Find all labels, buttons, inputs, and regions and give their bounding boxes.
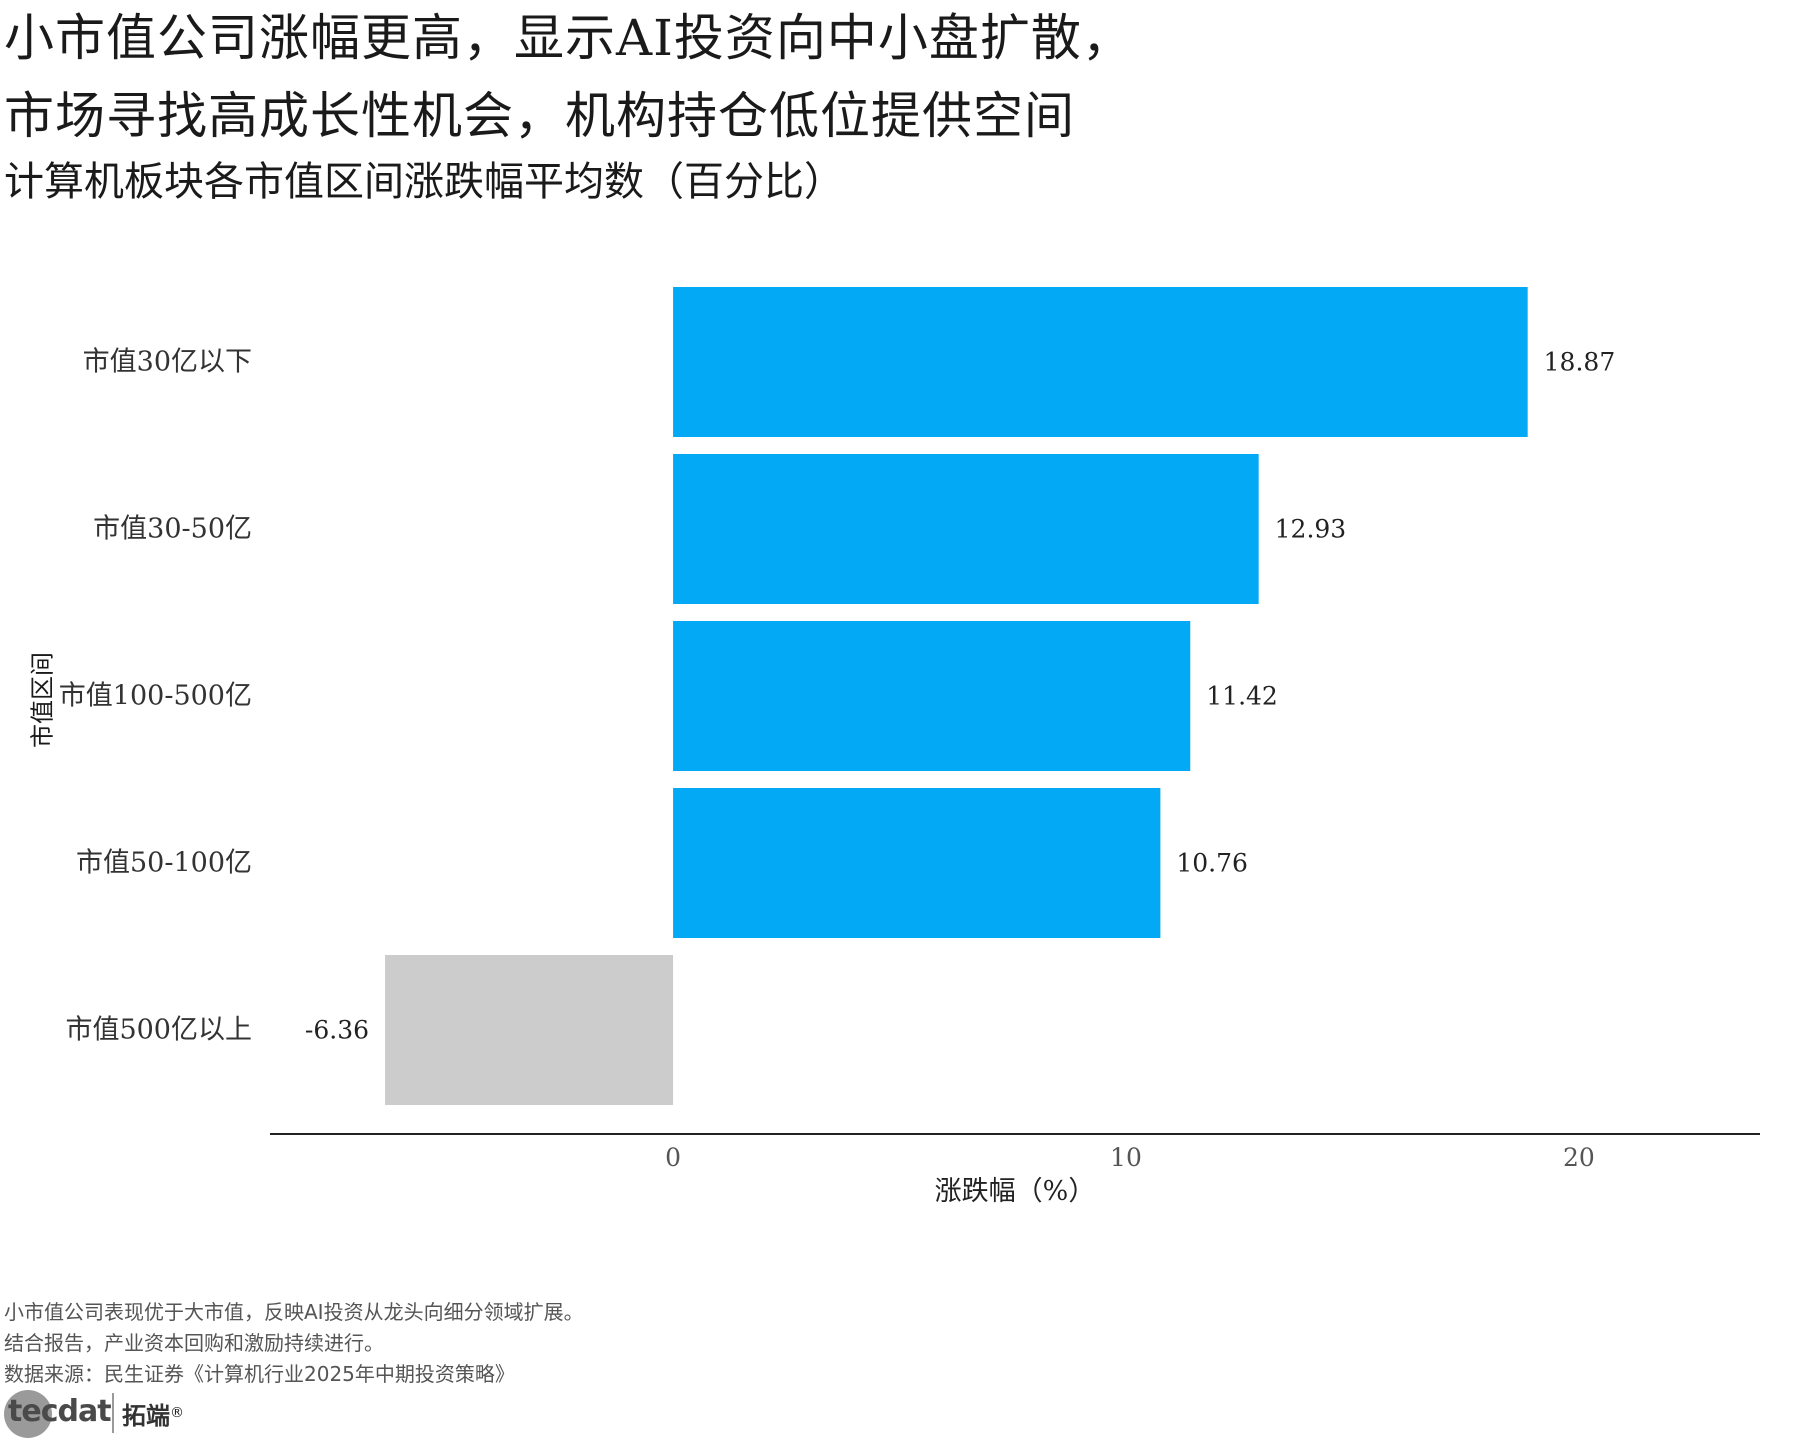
caption-line-1: 小市值公司表现优于大市值，反映AI投资从龙头向细分领域扩展。 — [4, 1300, 584, 1324]
source-note: 数据来源：民生证券《计算机行业2025年中期投资策略》 — [4, 1362, 515, 1386]
bar-5 — [385, 955, 674, 1105]
data-label-4: 10.76 — [1176, 849, 1248, 878]
category-label-2: 市值30-50亿 — [93, 514, 252, 545]
bar-3 — [673, 621, 1191, 771]
data-label-1: 18.87 — [1544, 348, 1616, 377]
bar-1 — [673, 287, 1528, 437]
logo-latin-text: tecdat — [8, 1394, 112, 1429]
y-axis-title: 市值区间 — [28, 652, 57, 748]
logo-circle-icon — [4, 1390, 52, 1438]
category-label-4: 市值50-100亿 — [76, 848, 252, 879]
category-label-3: 市值100-500亿 — [59, 681, 252, 712]
chart-subtitle: 计算机板块各市值区间涨跌幅平均数（百分比） — [4, 159, 844, 205]
x-tick-label-20: 20 — [1563, 1143, 1595, 1172]
x-tick-label-10: 10 — [1110, 1143, 1142, 1172]
chart-title-line-2: 市场寻找高成长性机会，机构持仓低位提供空间 — [4, 87, 1075, 145]
x-axis-title: 涨跌幅（%） — [935, 1176, 1096, 1207]
bar-chart: 市值30亿以下 18.87 市值30-50亿 12.93 市值100-500亿 11.42… — [59, 287, 1760, 1207]
bar-4 — [673, 788, 1161, 938]
data-label-3: 11.42 — [1206, 682, 1278, 711]
data-label-2: 12.93 — [1275, 515, 1347, 544]
caption-line-2: 结合报告，产业资本回购和激励持续进行。 — [4, 1331, 384, 1355]
category-label-1: 市值30亿以下 — [83, 347, 252, 378]
category-label-5: 市值500亿以上 — [65, 1015, 252, 1046]
bar-2 — [673, 454, 1259, 604]
logo-registered-mark: ® — [170, 1405, 184, 1421]
data-label-5: -6.36 — [305, 1016, 369, 1045]
logo-cn-text: 拓端 — [122, 1401, 170, 1430]
tecdat-logo: tecdat 拓端 ® — [4, 1388, 184, 1438]
logo-mark: tecdat — [4, 1388, 112, 1438]
x-tick-label-0: 0 — [665, 1143, 681, 1172]
logo-divider — [112, 1393, 114, 1433]
chart-title-line-1: 小市值公司涨幅更高，显示AI投资向中小盘扩散， — [4, 9, 1133, 67]
